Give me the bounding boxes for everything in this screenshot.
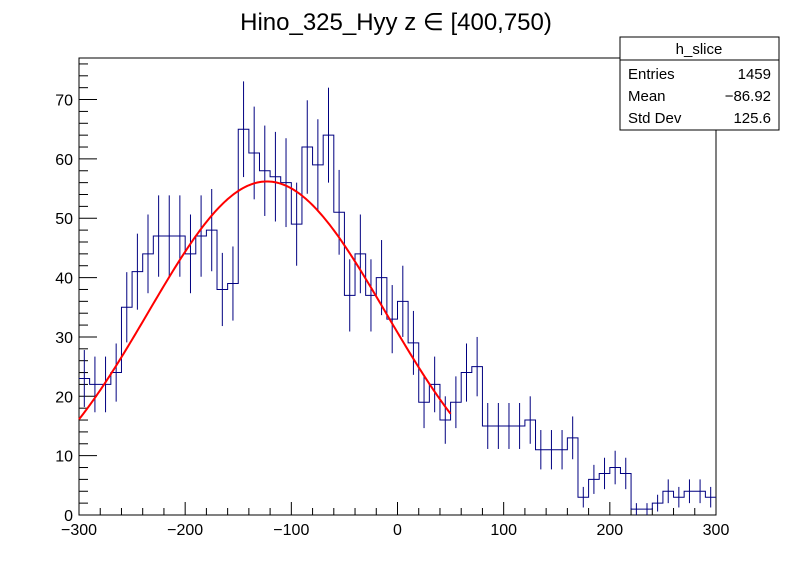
y-tick-label: 70 xyxy=(55,93,73,110)
stats-entries-label: Entries xyxy=(628,66,675,83)
fit-line xyxy=(78,180,452,420)
x-tick-label: −200 xyxy=(167,522,203,539)
stats-box-frame xyxy=(619,36,780,131)
y-tick-label: 40 xyxy=(55,271,73,288)
x-tick-label: 300 xyxy=(703,522,730,539)
y-tick-label: 0 xyxy=(64,508,73,525)
axes: −300 −200 −100 0 100 200 300 0 10 20 30 40 50 60 70 xyxy=(55,63,730,539)
y-tick-label: 20 xyxy=(55,389,73,406)
stats-mean-label: Mean xyxy=(628,88,666,105)
x-tick-label: −100 xyxy=(273,522,309,539)
stats-box-title: h_slice xyxy=(676,41,723,58)
fit-curve xyxy=(78,180,452,420)
y-tick-label: 10 xyxy=(55,449,73,466)
x-tick-label: 100 xyxy=(490,522,517,539)
x-tick-label: 0 xyxy=(393,522,402,539)
y-tick-label: 60 xyxy=(55,152,73,169)
chart-title: Hino_325_Hyy z ∈ [400,750) xyxy=(240,9,552,36)
stats-entries-value: 1459 xyxy=(738,66,771,83)
x-tick-label: 200 xyxy=(596,522,623,539)
stats-stddev-value: 125.6 xyxy=(733,110,771,127)
stats-mean-value: −86.92 xyxy=(725,88,771,105)
y-tick-label: 30 xyxy=(55,330,73,347)
x-tick-label: −300 xyxy=(61,522,97,539)
histogram-steps xyxy=(79,128,716,510)
y-tick-label: 50 xyxy=(55,211,73,228)
histogram xyxy=(79,81,716,515)
stats-stddev-label: Std Dev xyxy=(628,110,682,127)
stats-box: h_slice Entries 1459 Mean −86.92 Std Dev… xyxy=(619,36,780,131)
